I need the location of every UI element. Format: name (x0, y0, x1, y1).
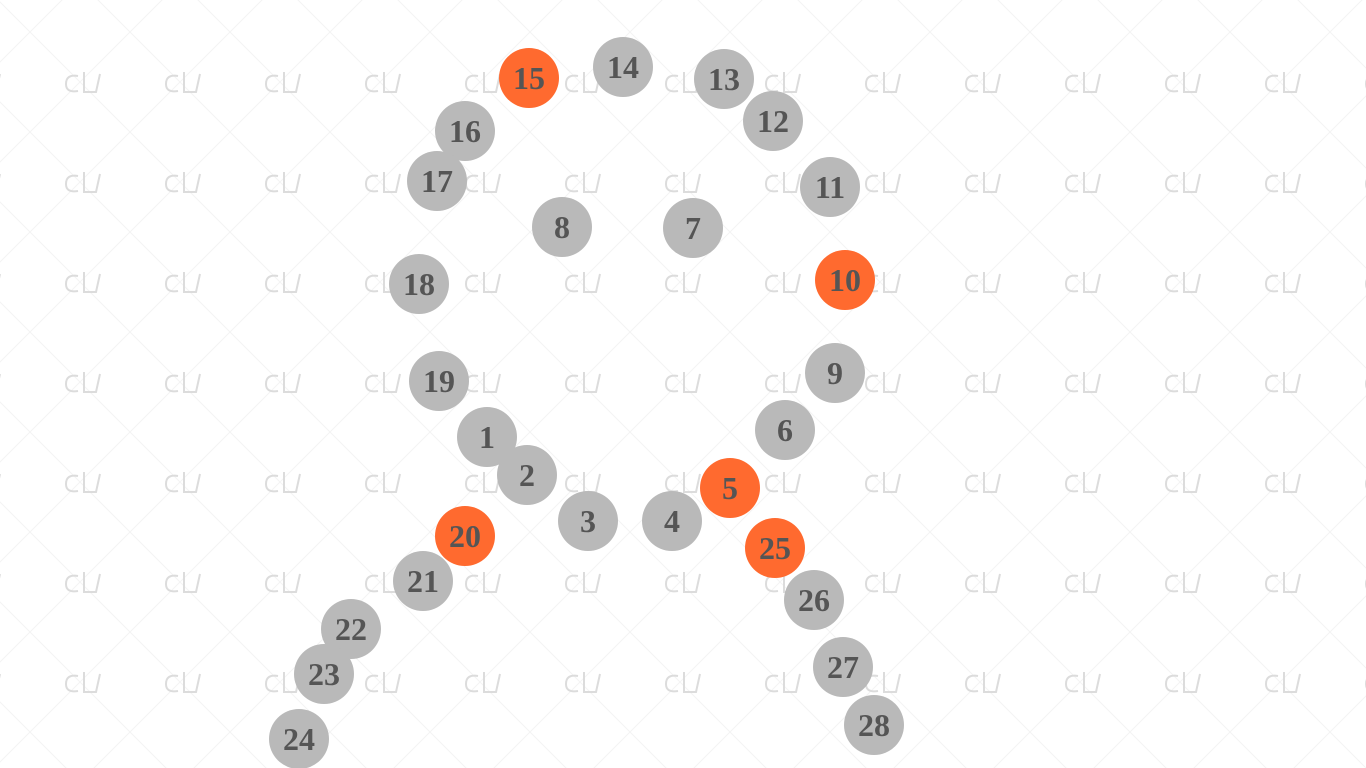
dot-16[interactable]: 16 (435, 101, 495, 161)
dot-26[interactable]: 26 (784, 570, 844, 630)
dot-11[interactable]: 11 (800, 157, 860, 217)
dot-25[interactable]: 25 (745, 518, 805, 578)
dot-10[interactable]: 10 (815, 250, 875, 310)
dot-21[interactable]: 21 (393, 551, 453, 611)
dot-7[interactable]: 7 (663, 198, 723, 258)
dot-22[interactable]: 22 (321, 599, 381, 659)
dot-28[interactable]: 28 (844, 695, 904, 755)
dot-6[interactable]: 6 (755, 400, 815, 460)
dot-5[interactable]: 5 (700, 458, 760, 518)
dot-9[interactable]: 9 (805, 343, 865, 403)
dot-18[interactable]: 18 (389, 254, 449, 314)
dot-1[interactable]: 1 (457, 407, 517, 467)
dot-27[interactable]: 27 (813, 637, 873, 697)
dot-8[interactable]: 8 (532, 197, 592, 257)
dot-13[interactable]: 13 (694, 49, 754, 109)
dot-15[interactable]: 15 (499, 48, 559, 108)
dot-23[interactable]: 23 (294, 644, 354, 704)
dot-14[interactable]: 14 (593, 37, 653, 97)
dot-12[interactable]: 12 (743, 91, 803, 151)
dot-3[interactable]: 3 (558, 491, 618, 551)
dot-20[interactable]: 20 (435, 506, 495, 566)
dot-24[interactable]: 24 (269, 709, 329, 768)
dot-19[interactable]: 19 (409, 351, 469, 411)
dot-4[interactable]: 4 (642, 491, 702, 551)
dot-2[interactable]: 2 (497, 445, 557, 505)
dot-17[interactable]: 17 (407, 151, 467, 211)
